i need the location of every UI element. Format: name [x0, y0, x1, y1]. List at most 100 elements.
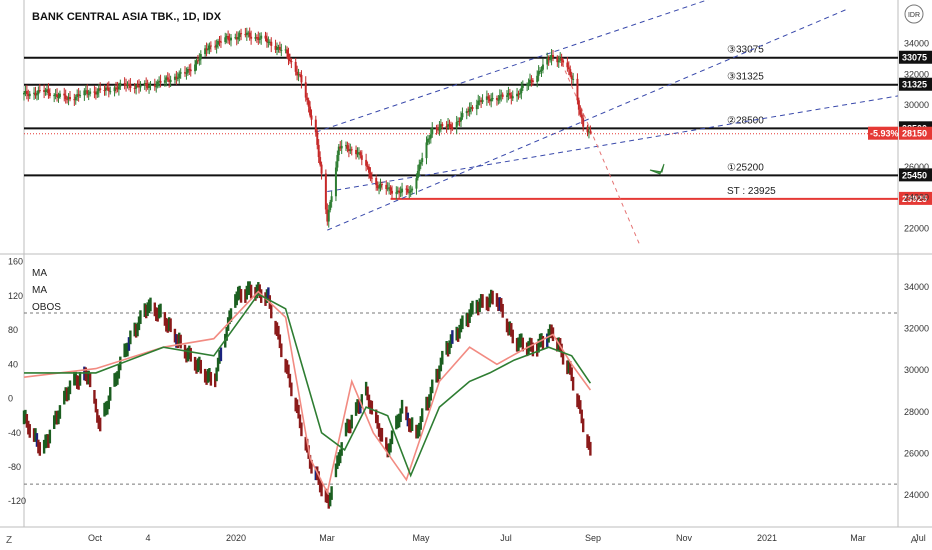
oscillator-bar — [87, 370, 90, 385]
oscillator-bar — [336, 455, 339, 470]
time-tick-7: Nov — [676, 533, 693, 543]
candle-body — [418, 164, 421, 171]
candle-body — [163, 80, 166, 83]
oscillator-bar — [396, 414, 399, 429]
candle-body — [419, 162, 422, 165]
candle-body — [138, 85, 140, 88]
oscillator-bar — [275, 322, 279, 337]
trend-channel-layer[interactable] — [315, 0, 899, 248]
candle-body — [103, 90, 106, 92]
candle-body — [24, 90, 27, 93]
candle-body — [457, 120, 460, 122]
oscillator-bar — [330, 486, 333, 500]
candle-body — [398, 190, 401, 193]
candle-body — [297, 74, 300, 76]
oscillator-bar — [560, 343, 563, 358]
candle-body — [205, 48, 208, 51]
oscillator-bar — [278, 334, 282, 349]
oscillator-bar — [52, 415, 56, 429]
oscillator-bar — [466, 313, 470, 328]
candle-body — [284, 49, 287, 51]
candle-body — [66, 99, 69, 101]
candle-body — [196, 60, 199, 62]
oscillator-bar — [58, 405, 62, 419]
oscillator-bar — [24, 409, 27, 424]
candle-body — [46, 89, 48, 91]
candle-body — [370, 177, 373, 179]
auto-scale-icon[interactable]: A — [911, 535, 918, 546]
oscillator-bar — [556, 337, 559, 352]
oscillator-bar — [186, 347, 190, 362]
candle-body — [587, 131, 590, 133]
candle-body — [225, 36, 228, 38]
oscillator-bar — [515, 337, 519, 352]
oscillator-bar — [451, 330, 454, 344]
candle-body — [25, 90, 28, 95]
oscillator-bar — [134, 323, 138, 338]
candle-body — [27, 94, 30, 97]
oscillator-bar — [88, 373, 92, 388]
oscillator-bar — [257, 282, 260, 296]
oscillator-bar — [438, 365, 441, 380]
candle-body — [207, 49, 209, 51]
zoom-icon[interactable]: Z — [6, 535, 12, 546]
oscillator-bar — [465, 312, 468, 327]
oscillator-bar — [347, 419, 351, 434]
candle-body — [104, 87, 107, 91]
candle-body — [143, 83, 146, 86]
projection-line[interactable] — [558, 55, 642, 248]
candle-body — [304, 82, 307, 98]
time-tick-2: 2020 — [226, 533, 246, 543]
oscillator-bar — [356, 399, 359, 413]
candle-body — [347, 148, 350, 152]
oscillator-bar — [294, 397, 297, 412]
oscillator-bar — [116, 371, 119, 385]
oscillator-bar — [531, 342, 535, 357]
oscillator-bar — [409, 418, 412, 433]
candle-body — [345, 145, 347, 147]
level-label-4: ST : 23925 — [727, 186, 776, 197]
osc-tick-7: -120 — [8, 496, 26, 506]
candle-body — [589, 131, 592, 133]
oscillator-bar — [35, 433, 39, 447]
candle-body — [87, 93, 90, 95]
candle-body — [447, 124, 450, 127]
candle-body — [478, 100, 481, 102]
oscillator-bar — [258, 284, 261, 299]
candle-body — [119, 83, 122, 87]
candle-body — [426, 138, 429, 143]
oscillator-bar — [45, 434, 49, 448]
oscillator-bar — [344, 422, 348, 437]
currency-badge: IDR — [904, 4, 924, 24]
candle-body — [517, 93, 520, 95]
oscillator-bar — [42, 439, 46, 454]
time-tick-9: Mar — [850, 533, 866, 543]
candle-body — [471, 107, 474, 110]
candle-body — [254, 37, 257, 39]
oscillator-bar — [525, 342, 529, 357]
oscillator-bar — [397, 413, 401, 428]
oscillator-bar — [109, 387, 112, 401]
oscillator-bar — [185, 348, 188, 363]
oscillator-bar — [203, 368, 207, 383]
candle-body — [255, 37, 258, 39]
candle-body — [93, 91, 96, 93]
candle-body — [57, 96, 60, 98]
candle-body — [385, 184, 388, 189]
ma-slow-line — [24, 293, 592, 478]
candle-body — [572, 78, 575, 80]
channel-line-2[interactable] — [327, 95, 899, 193]
oscillator-bar — [297, 404, 300, 419]
channel-line-0[interactable] — [327, 9, 847, 231]
candle-body — [280, 49, 283, 51]
oscillator-bar — [28, 424, 31, 438]
channel-line-1[interactable] — [315, 0, 898, 133]
candle-body — [526, 84, 529, 86]
oscillator-bar — [63, 390, 66, 405]
candle-body — [475, 104, 478, 110]
oscillator-bar — [548, 324, 552, 339]
candle-body — [431, 127, 434, 135]
oscillator-bar — [104, 401, 108, 416]
oscillator-bar — [517, 337, 520, 352]
oscillator-bar — [34, 428, 37, 442]
